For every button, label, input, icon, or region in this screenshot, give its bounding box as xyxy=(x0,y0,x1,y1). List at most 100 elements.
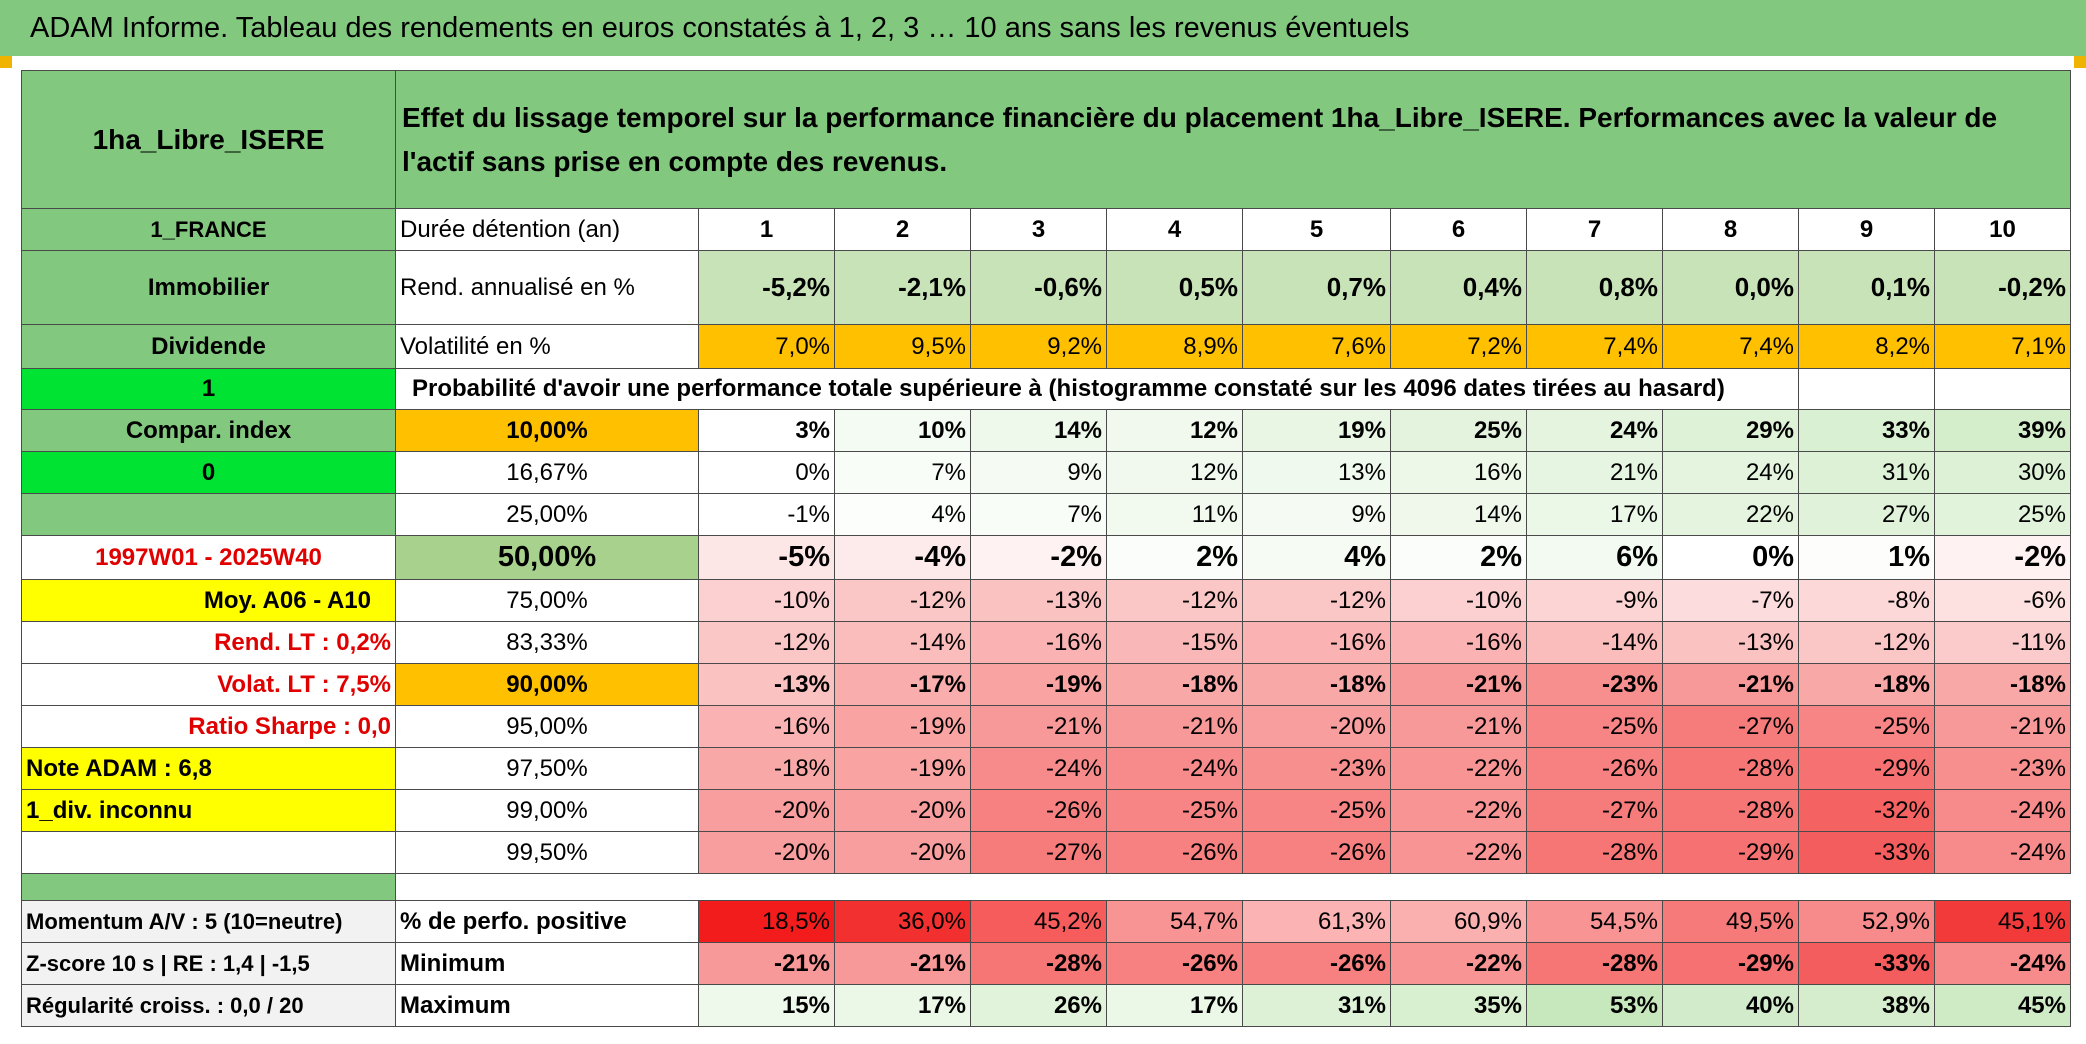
performance-table: 1ha_Libre_ISERE Effet du lissage tempore… xyxy=(21,70,2071,1027)
percentile-value: 7% xyxy=(834,451,971,494)
percentile-value: -33% xyxy=(1798,831,1935,874)
percentile-value: -28% xyxy=(1662,747,1799,790)
percentile-value: 4% xyxy=(1242,535,1391,580)
positive-value: 36,0% xyxy=(834,900,971,943)
asset-class-label: Immobilier xyxy=(21,250,396,325)
positive-value: 52,9% xyxy=(1798,900,1935,943)
compar-index-label: Compar. index xyxy=(21,409,396,452)
percentile-value: -6% xyxy=(1934,579,2071,622)
percentile-value: -20% xyxy=(698,789,835,832)
percentile-value: -12% xyxy=(834,579,971,622)
percentile-value: 9% xyxy=(970,451,1107,494)
percentile-value: 2% xyxy=(1390,535,1527,580)
corner-marker-right xyxy=(2074,56,2086,68)
percentile-value: -24% xyxy=(970,747,1107,790)
minimum-value: -26% xyxy=(1242,942,1391,985)
max-label: Maximum xyxy=(395,984,699,1027)
vol-value: 7,0% xyxy=(698,324,835,369)
moy-label: Moy. A06 - A10 xyxy=(21,579,396,622)
note-adam: Note ADAM : 6,8 xyxy=(21,747,396,790)
empty-label-cell xyxy=(21,831,396,874)
rend-value: 0,1% xyxy=(1798,250,1935,325)
percentile-value: -19% xyxy=(834,747,971,790)
percentile-value: -22% xyxy=(1390,747,1527,790)
percentile-value: 10% xyxy=(834,409,971,452)
percentile-value: 33% xyxy=(1798,409,1935,452)
percentile-value: -28% xyxy=(1662,789,1799,832)
maximum-value: 17% xyxy=(834,984,971,1027)
percentile-label: 16,67% xyxy=(395,451,699,494)
year-header: 7 xyxy=(1526,208,1663,251)
vol-value: 7,4% xyxy=(1662,324,1799,369)
percentile-value: -24% xyxy=(1106,747,1243,790)
rend-value: 0,8% xyxy=(1526,250,1663,325)
percentile-value: 17% xyxy=(1526,493,1663,536)
vol-value: 7,4% xyxy=(1526,324,1663,369)
rend-value: -0,2% xyxy=(1934,250,2071,325)
percentile-value: -25% xyxy=(1106,789,1243,832)
percentile-value: -12% xyxy=(698,621,835,664)
percentile-value: -23% xyxy=(1242,747,1391,790)
percentile-value: 12% xyxy=(1106,451,1243,494)
percentile-value: -18% xyxy=(1242,663,1391,706)
percentile-value: -27% xyxy=(1662,705,1799,748)
percentile-value: -24% xyxy=(1934,789,2071,832)
percentile-value: 3% xyxy=(698,409,835,452)
percentile-value: -26% xyxy=(970,789,1107,832)
minimum-value: -26% xyxy=(1106,942,1243,985)
percentile-label: 97,50% xyxy=(395,747,699,790)
percentile-value: 19% xyxy=(1242,409,1391,452)
dividend-label: Dividende xyxy=(21,324,396,369)
percentile-value: -16% xyxy=(1242,621,1391,664)
positive-value: 54,7% xyxy=(1106,900,1243,943)
percentile-value: -26% xyxy=(1106,831,1243,874)
percentile-value: -19% xyxy=(970,663,1107,706)
positive-value: 60,9% xyxy=(1390,900,1527,943)
minimum-value: -29% xyxy=(1662,942,1799,985)
percentile-value: -23% xyxy=(1934,747,2071,790)
rend-value: -2,1% xyxy=(834,250,971,325)
percentile-label: 10,00% xyxy=(395,409,699,452)
percentile-value: -25% xyxy=(1798,705,1935,748)
percentile-value: -5% xyxy=(698,535,835,580)
corner-marker-left xyxy=(0,56,12,68)
year-header: 6 xyxy=(1390,208,1527,251)
compar-index-input[interactable]: 0 xyxy=(21,451,396,494)
percentile-label: 95,00% xyxy=(395,705,699,748)
percentile-value: -16% xyxy=(698,705,835,748)
percentile-value: 6% xyxy=(1526,535,1663,580)
percentile-value: -21% xyxy=(1390,705,1527,748)
dividend-value-input[interactable]: 1 xyxy=(21,368,396,410)
percentile-value: -1% xyxy=(698,493,835,536)
percentile-value: 13% xyxy=(1242,451,1391,494)
percentile-label: 90,00% xyxy=(395,663,699,706)
empty-label-cell xyxy=(21,493,396,536)
percentile-value: -17% xyxy=(834,663,971,706)
percentile-value: -13% xyxy=(970,579,1107,622)
percentile-value: -20% xyxy=(834,789,971,832)
year-header: 3 xyxy=(970,208,1107,251)
empty-cell xyxy=(1934,368,2071,410)
pos-label: % de perfo. positive xyxy=(395,900,699,943)
percentile-value: 0% xyxy=(1662,535,1799,580)
percentile-value: -20% xyxy=(698,831,835,874)
maximum-value: 17% xyxy=(1106,984,1243,1027)
percentile-label: 25,00% xyxy=(395,493,699,536)
percentile-value: 2% xyxy=(1106,535,1243,580)
duree-label: Durée détention (an) xyxy=(395,208,699,251)
year-header: 1 xyxy=(698,208,835,251)
momentum: Momentum A/V : 5 (10=neutre) xyxy=(21,900,396,943)
percentile-value: -21% xyxy=(970,705,1107,748)
sharpe-ratio: Ratio Sharpe : 0,0 xyxy=(21,705,396,748)
percentile-value: 24% xyxy=(1662,451,1799,494)
percentile-value: 21% xyxy=(1526,451,1663,494)
empty-cell xyxy=(1798,368,1935,410)
regularite: Régularité croiss. : 0,0 / 20 xyxy=(21,984,396,1027)
percentile-value: -12% xyxy=(1106,579,1243,622)
proba-label: Probabilité d'avoir une performance tota… xyxy=(395,368,1799,410)
year-header: 4 xyxy=(1106,208,1243,251)
percentile-value: -10% xyxy=(698,579,835,622)
percentile-value: -29% xyxy=(1662,831,1799,874)
percentile-value: -25% xyxy=(1526,705,1663,748)
spacer-green xyxy=(21,873,396,901)
